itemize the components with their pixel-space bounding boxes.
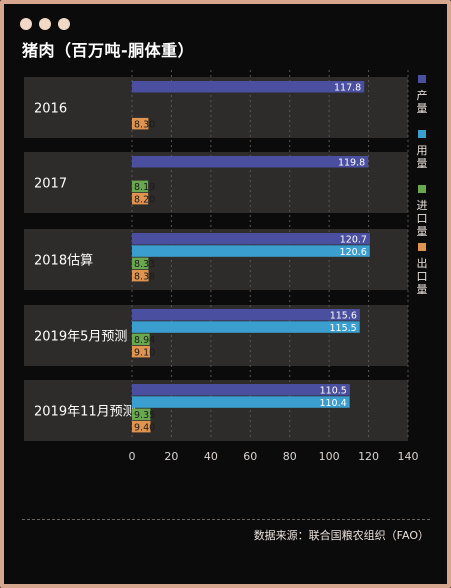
category-label: 2019年5月预测 (34, 330, 127, 345)
legend-swatch-icon (418, 130, 426, 138)
legend-label-char: 进 (417, 199, 428, 212)
legend-label-char: 口 (417, 270, 428, 283)
bar-出口量 (132, 345, 150, 358)
data-label: 115.5 (329, 323, 356, 334)
bar-进口量 (132, 408, 151, 421)
x-tick-label: 80 (283, 450, 297, 463)
data-label: 9.35 (134, 410, 155, 421)
bar-出口量 (132, 269, 149, 282)
x-tick-label: 0 (129, 450, 136, 463)
data-source: 数据来源：联合国粮农组织（FAO） (253, 529, 429, 542)
bar-进口量 (132, 333, 150, 346)
data-label: 120.7 (340, 235, 367, 246)
x-tick-label: 140 (398, 450, 419, 463)
x-tick-label: 100 (319, 450, 340, 463)
bar-出口量 (132, 192, 149, 205)
x-tick-label: 40 (204, 450, 218, 463)
bar-用量 (132, 396, 350, 408)
legend-label-char: 量 (417, 157, 428, 170)
data-label: 8.33 (134, 259, 155, 270)
x-tick-label: 60 (243, 450, 257, 463)
data-label: 8.38 (134, 271, 155, 282)
data-label: 9.10 (134, 347, 155, 358)
bar-产量 (132, 156, 369, 168)
x-tick-label: 120 (358, 450, 379, 463)
bar-产量 (132, 309, 360, 321)
data-label: 115.6 (330, 311, 357, 322)
data-label: 8.20 (134, 194, 155, 205)
chart-title: 猪肉（百万吨-胴体重） (22, 41, 195, 60)
category-label: 2018估算 (34, 254, 93, 269)
data-label: 110.4 (319, 398, 346, 409)
dot-icon (20, 18, 32, 30)
data-label: 117.8 (334, 83, 361, 94)
legend-label-char: 量 (417, 225, 428, 238)
bar-用量 (132, 321, 360, 333)
data-label: 119.8 (338, 158, 365, 169)
bar-出口量 (132, 117, 149, 130)
dot-icon (39, 18, 51, 30)
bar-产量 (132, 384, 350, 396)
legend-label-char: 量 (417, 102, 428, 115)
legend-label-char: 用 (417, 144, 428, 157)
bar-进口量 (132, 257, 149, 270)
bar-产量 (132, 81, 365, 93)
legend-swatch-icon (418, 75, 426, 83)
legend-label-char: 量 (417, 283, 428, 296)
bar-出口量 (132, 420, 151, 433)
data-label: 8.19 (134, 182, 155, 193)
legend-label-char: 产 (417, 88, 428, 102)
data-label: 9.40 (134, 422, 155, 433)
data-label: 8.30 (134, 119, 155, 130)
category-label: 2019年11月预测 (34, 405, 136, 420)
data-label: 8.94 (134, 335, 155, 346)
data-label: 120.6 (340, 247, 367, 258)
legend-swatch-icon (418, 243, 426, 251)
data-label: 110.5 (320, 386, 347, 397)
source-divider (22, 519, 430, 520)
bar-进口量 (132, 180, 149, 193)
bar-用量 (132, 245, 370, 257)
legend-label-char: 口 (417, 212, 428, 225)
x-tick-label: 20 (164, 450, 178, 463)
category-label: 2017 (34, 177, 67, 192)
category-label: 2016 (34, 102, 67, 117)
legend-label-char: 出 (417, 256, 428, 270)
legend-swatch-icon (418, 185, 426, 193)
bar-产量 (132, 233, 370, 245)
dot-icon (58, 18, 70, 30)
window-dots (20, 18, 70, 30)
